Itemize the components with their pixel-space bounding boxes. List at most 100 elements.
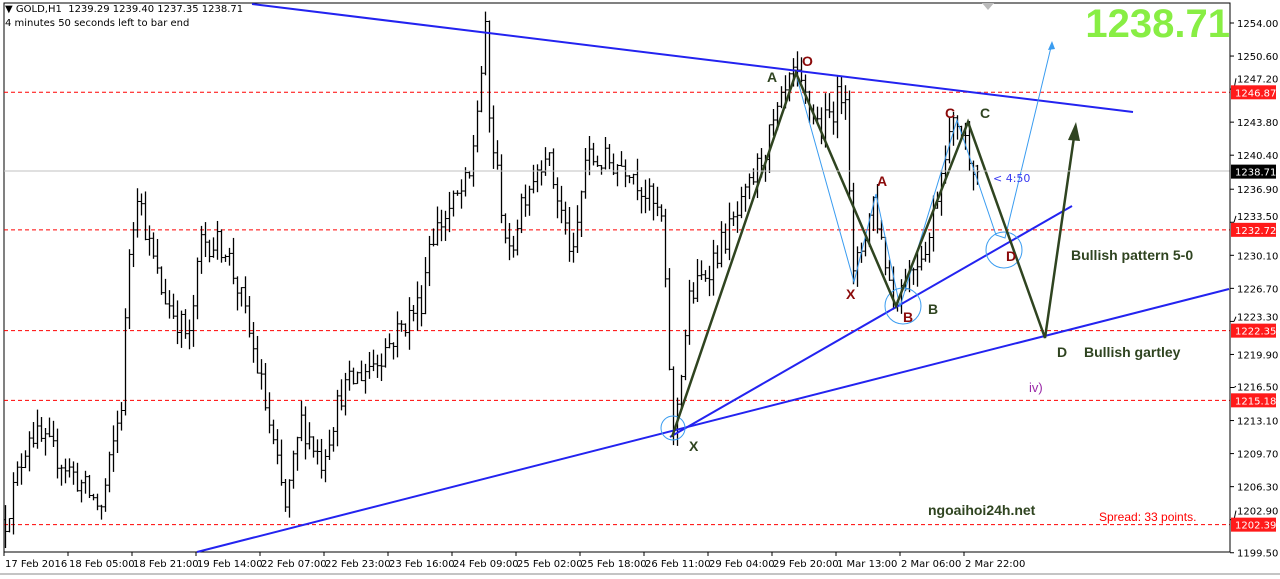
ohlc-bar: [699, 260, 704, 281]
ohlc-bar: [223, 254, 228, 262]
ohlc-bar: [47, 417, 52, 438]
x-tick-label: 18 Feb 05:00: [69, 559, 135, 570]
ohlc-bar: [595, 155, 600, 167]
y-tick-label: 1230.10: [1237, 251, 1278, 262]
gartley-line[interactable]: [670, 69, 1076, 438]
ohlc-bar: [135, 188, 140, 238]
y-tick-label: 1247.20: [1237, 74, 1278, 85]
ohlc-bar: [655, 186, 660, 217]
ohlc-bar: [247, 295, 252, 338]
ohlc-bar: [283, 478, 288, 512]
ohlc-bar: [175, 300, 180, 345]
ohlc-bar: [459, 179, 464, 209]
x-tick-label: 29 Feb 04:00: [709, 559, 775, 570]
ohlc-bar: [471, 134, 476, 187]
ohlc-bar: [911, 267, 916, 285]
ohlc-bar: [839, 76, 844, 115]
x-tick-label: 2 Mar 22:00: [965, 559, 1025, 570]
big-price-display: 1238.71: [1085, 2, 1230, 46]
ohlc-readout: 1239.29 1239.40 1237.35 1238.71: [68, 4, 244, 15]
ohlc-bar: [11, 472, 16, 535]
ohlc-bar: [535, 164, 540, 193]
ohlc-bar: [195, 257, 200, 320]
shift-marker-icon[interactable]: [982, 3, 994, 10]
ohlc-bar: [707, 265, 712, 297]
lower-trendline[interactable]: [196, 288, 1230, 553]
ohlc-bar: [487, 20, 492, 133]
ohlc-bar: [571, 232, 576, 263]
ohlc-bar: [43, 427, 48, 456]
ohlc-bar: [103, 478, 108, 512]
label-x-red: X: [846, 286, 856, 302]
ohlc-bar: [183, 309, 188, 339]
ohlc-bar: [559, 185, 564, 224]
ohlc-bar: [379, 353, 384, 382]
ohlc-bar: [423, 257, 428, 315]
label-bullish-5-0: Bullish pattern 5-0: [1071, 247, 1194, 263]
dropdown-triangle-icon[interactable]: ▼: [5, 4, 13, 15]
ohlc-bar: [435, 206, 440, 246]
ohlc-bar: [415, 281, 420, 331]
ohlc-bar: [519, 193, 524, 234]
ohlc-bar: [91, 493, 96, 501]
ohlc-bar: [243, 276, 248, 314]
ohlc-bar: [579, 190, 584, 238]
countdown-label: < 4:50: [993, 172, 1031, 185]
ohlc-bar: [731, 211, 736, 227]
label-b-green: B: [928, 301, 939, 317]
y-tick-label: 1240.40: [1237, 151, 1278, 162]
ohlc-bar: [407, 297, 412, 350]
ohlc-bar: [7, 517, 12, 533]
ohlc-bar: [39, 417, 44, 442]
ohlc-bar: [455, 190, 460, 196]
level-price-tag-bg: [1231, 393, 1276, 408]
ohlc-bar: [311, 436, 316, 458]
ohlc-bar: [551, 148, 556, 189]
ohlc-bar: [659, 204, 664, 222]
x-tick-label: 1 Mar 13:00: [837, 559, 897, 570]
middle-trendline[interactable]: [669, 205, 1073, 438]
ohlc-bar: [779, 86, 784, 109]
y-tick-label: 1202.90: [1237, 507, 1278, 518]
harmonic-5-0-line[interactable]: [796, 42, 1053, 308]
ohlc-bar: [919, 245, 924, 271]
ohlc-bar: [271, 419, 276, 445]
ohlc-bar: [391, 342, 396, 360]
label-a-red: A: [877, 173, 888, 189]
ohlc-bar: [339, 379, 344, 411]
x-tick-label: 23 Feb 16:00: [389, 559, 455, 570]
ohlc-bar: [687, 279, 692, 345]
ohlc-bar: [131, 222, 136, 268]
ohlc-bar: [259, 359, 264, 390]
x-tick-label: 25 Feb 02:00: [517, 559, 583, 570]
ohlc-bar: [187, 319, 192, 350]
ohlc-bar: [107, 451, 112, 493]
ohlc-bar: [303, 406, 308, 460]
y-tick-label: 1209.70: [1237, 450, 1278, 461]
ohlc-bar: [71, 461, 76, 485]
upper-trendline[interactable]: [251, 3, 1134, 113]
ohlc-bar: [227, 247, 232, 266]
ohlc-bar: [575, 205, 580, 253]
ohlc-bar: [419, 285, 424, 327]
ohlc-bar: [587, 135, 592, 176]
ohlc-bar: [643, 179, 648, 214]
level-price-tag: 1232.72: [1235, 226, 1276, 237]
ohlc-bar: [87, 474, 92, 499]
ohlc-bar: [667, 268, 672, 371]
ohlc-bar: [167, 290, 172, 319]
ohlc-bar: [715, 245, 720, 269]
ohlc-bar: [887, 259, 892, 281]
ohlc-bar: [431, 228, 436, 247]
ohlc-bar: [695, 258, 700, 303]
ohlc-bar: [403, 323, 408, 337]
level-price-tag-bg: [1231, 222, 1276, 237]
arrow-up-icon: [1068, 122, 1080, 141]
ohlc-bar: [179, 310, 184, 348]
ohlc-bar: [263, 363, 268, 411]
ohlc-bar: [591, 142, 596, 166]
ohlc-bar: [123, 308, 128, 416]
ohlc-bar: [235, 276, 240, 311]
